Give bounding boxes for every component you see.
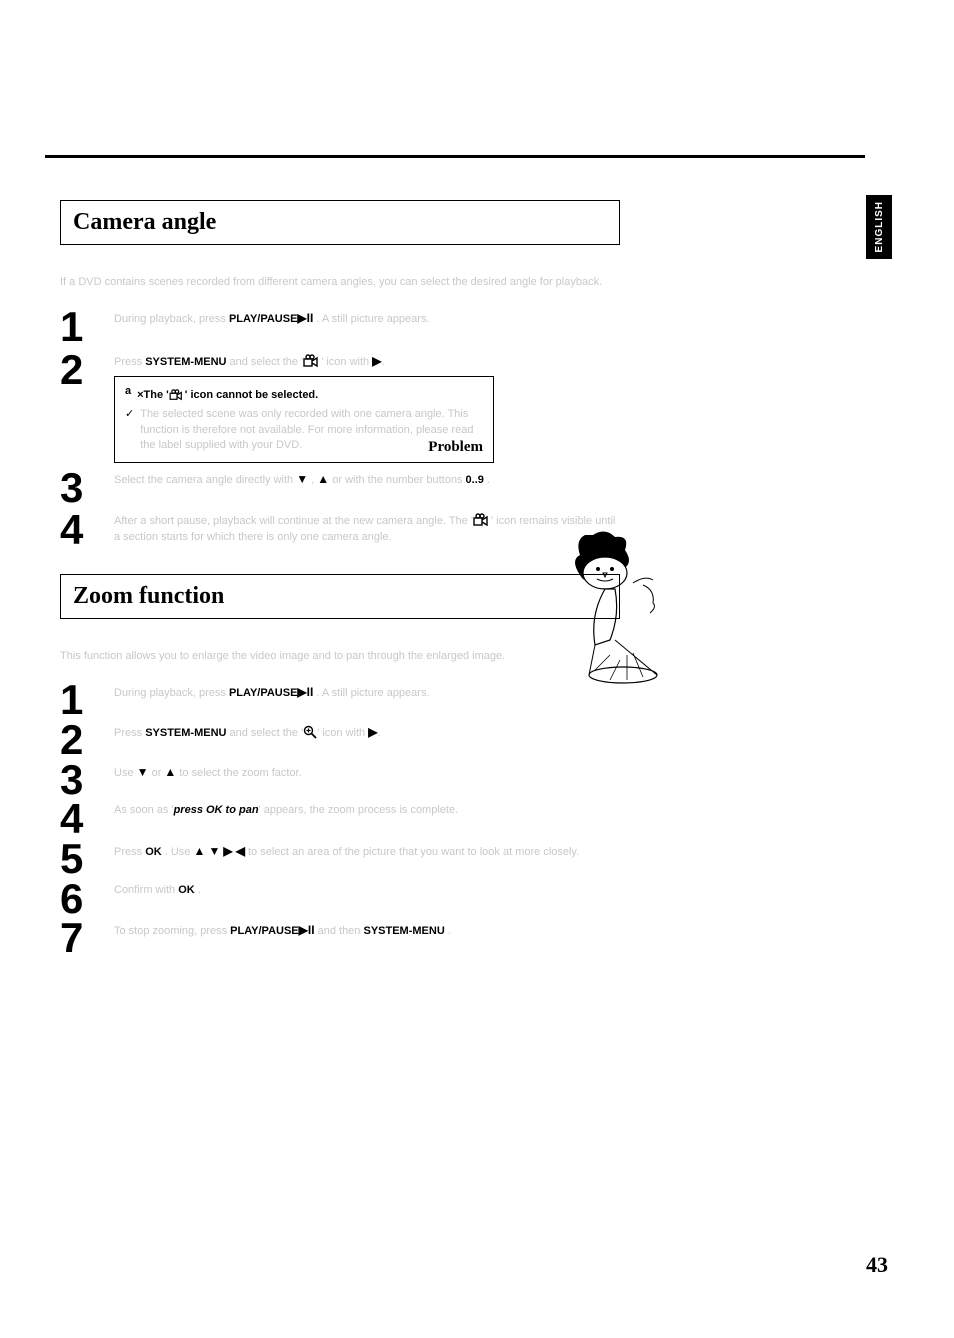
zoom-step-4-num: 4 [60, 801, 114, 837]
zoom-step-1-num: 1 [60, 682, 114, 718]
camera-step-3: Select the camera angle directly with ▼ … [114, 469, 620, 488]
zoom-step-6-num: 6 [60, 881, 114, 917]
camera-step-4: After a short pause, playback will conti… [114, 511, 620, 545]
language-tab: ENGLISH [866, 195, 892, 259]
zoom-title: Zoom function [73, 583, 607, 610]
camera-intro: If a DVD contains scenes recorded from d… [60, 275, 620, 290]
camera-title: Camera angle [73, 209, 607, 236]
camera-title-box: Camera angle [60, 200, 620, 245]
zoom-step-3-num: 3 [60, 762, 114, 798]
problem-check-icon: ✓ [125, 407, 134, 420]
zoom-step-7: To stop zooming, press PLAY/PAUSE▶II and… [114, 920, 620, 939]
page-top-rule [45, 155, 865, 158]
camera-step-2: Press SYSTEM-MENU and select the '' icon… [114, 353, 620, 370]
up-arrow-icon: ▲ [193, 844, 205, 858]
zoom-step-7-num: 7 [60, 920, 114, 956]
camera-problem-box: a ×The '' icon cannot be selected. ✓ The… [114, 376, 494, 462]
camera-step-1: During playback, press PLAY/PAUSE▶II . A… [114, 308, 620, 327]
camera-angle-icon [303, 354, 321, 368]
down-arrow-icon: ▼ [208, 844, 220, 858]
left-arrow-icon: ◀ [236, 844, 245, 858]
zoom-step-5-num: 5 [60, 841, 114, 877]
zoom-step-1: During playback, press PLAY/PAUSE▶II . A… [114, 682, 620, 701]
camera-step-4-num: 4 [60, 511, 114, 550]
camera-step-2-num: 2 [60, 351, 114, 390]
up-arrow-icon: ▲ [164, 765, 176, 779]
language-tab-text: ENGLISH [874, 201, 885, 252]
problem-x-mark: a [125, 385, 131, 397]
play-pause-icon: ▶II [297, 311, 313, 325]
zoom-step-2: Press SYSTEM-MENU and select the '' icon… [114, 722, 620, 741]
zoom-title-box: Zoom function [60, 574, 620, 619]
play-pause-icon: ▶II [297, 685, 313, 699]
up-arrow-icon: ▲ [317, 472, 329, 486]
problem-label: Problem [428, 439, 483, 456]
zoom-step-3: Use ▼ or ▲ to select the zoom factor. [114, 762, 620, 781]
zoom-icon [303, 725, 317, 739]
camera-angle-icon [169, 389, 185, 401]
camera-angle-icon [473, 513, 491, 527]
down-arrow-icon: ▼ [296, 472, 308, 486]
camera-step-1-num: 1 [60, 308, 114, 347]
zoom-step-5: Press OK . Use ▲ ▼ ▶ ◀ to select an area… [114, 841, 620, 860]
zoom-step-4: As soon as 'press OK to pan' appears, th… [114, 801, 620, 818]
right-arrow-icon: ▶ [223, 844, 232, 858]
camera-step-3-num: 3 [60, 469, 114, 508]
down-arrow-icon: ▼ [137, 765, 149, 779]
zoom-step-6: Confirm with OK . [114, 881, 620, 898]
zoom-intro: This function allows you to enlarge the … [60, 649, 620, 664]
page-number: 43 [866, 1252, 888, 1278]
zoom-step-2-num: 2 [60, 722, 114, 758]
play-pause-icon: ▶II [299, 923, 315, 937]
